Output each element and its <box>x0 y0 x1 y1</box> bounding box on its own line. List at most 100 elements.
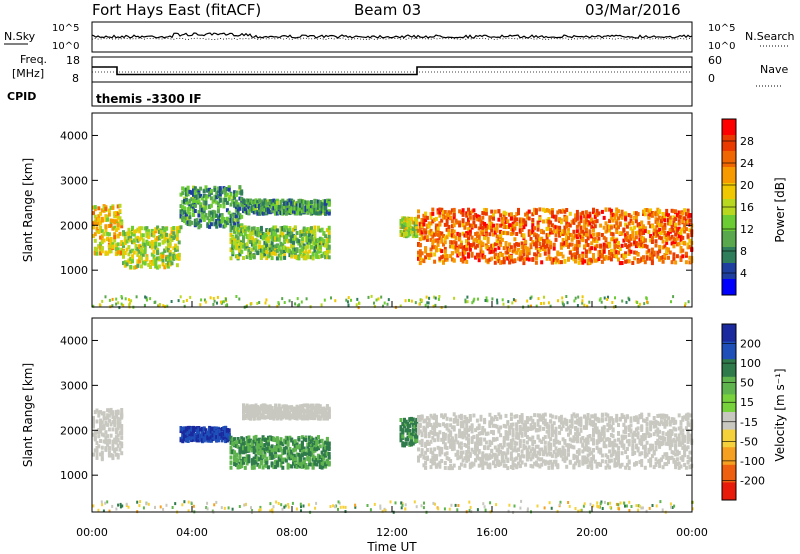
heatmap-cell <box>499 213 503 218</box>
heatmap-cell <box>220 427 224 431</box>
heatmap-cell <box>209 196 213 201</box>
colorbar-segment <box>722 231 736 248</box>
ground-scatter-cell <box>115 302 118 306</box>
heatmap-cell <box>136 263 140 268</box>
heatmap-cell <box>111 410 115 415</box>
heatmap-cell <box>313 210 317 215</box>
heatmap-cell <box>543 248 547 253</box>
heatmap-cell <box>431 239 435 244</box>
ground-scatter-cell <box>222 300 225 304</box>
heatmap-cell <box>317 204 320 208</box>
heatmap-cell <box>640 242 644 247</box>
heatmap-cell <box>99 251 103 256</box>
ground-scatter-cell <box>438 295 441 298</box>
heatmap-cell <box>279 227 283 232</box>
heatmap-cell <box>499 237 503 242</box>
heatmap-cell <box>199 427 203 432</box>
heatmap-cell <box>243 225 247 230</box>
heatmap-cell <box>292 201 295 206</box>
heatmap-cell <box>668 222 672 226</box>
heatmap-cell <box>152 249 156 254</box>
heatmap-cell <box>484 245 488 250</box>
heatmap-cell <box>231 243 235 248</box>
heatmap-cell <box>513 219 517 224</box>
heatmap-cell <box>140 247 143 252</box>
heatmap-cell <box>652 228 656 233</box>
ground-scatter-cell <box>146 298 148 302</box>
heatmap-cell <box>561 254 565 259</box>
heatmap-cell <box>175 253 179 258</box>
heatmap-cell <box>186 427 190 432</box>
heatmap-cell <box>597 211 601 216</box>
heatmap-cell <box>620 261 624 265</box>
heatmap-cell <box>243 405 247 410</box>
heatmap-cell <box>550 230 554 235</box>
noise-right-tick-top: 10^5 <box>708 23 735 34</box>
heatmap-cell <box>95 217 99 222</box>
heatmap-cell <box>293 454 297 459</box>
heatmap-cell <box>293 205 297 210</box>
heatmap-cell <box>490 249 494 254</box>
heatmap-cell <box>265 460 269 465</box>
heatmap-cell <box>661 217 665 221</box>
heatmap-cell <box>595 258 599 263</box>
heatmap-cell <box>309 439 313 444</box>
heatmap-cell <box>242 226 245 231</box>
heatmap-cell <box>575 229 579 234</box>
heatmap-cell <box>222 426 226 431</box>
heatmap-cell <box>268 249 272 254</box>
heatmap-cell <box>300 435 304 440</box>
heatmap-cell <box>415 226 419 231</box>
heatmap-cell <box>554 256 558 261</box>
heatmap-cell <box>595 232 599 237</box>
heatmap-cell <box>281 442 285 447</box>
heatmap-cell <box>111 412 115 417</box>
heatmap-cell <box>445 216 449 221</box>
heatmap-cell <box>267 251 270 256</box>
heatmap-cell <box>107 438 111 443</box>
heatmap-cell <box>240 464 244 469</box>
heatmap-cell <box>552 246 556 251</box>
heatmap-cell <box>309 255 313 260</box>
heatmap-cell <box>254 460 258 465</box>
heatmap-cell <box>306 251 310 256</box>
heatmap-cell <box>240 214 244 219</box>
heatmap-cell <box>479 240 483 245</box>
heatmap-cell <box>163 248 167 253</box>
heatmap-cell <box>433 245 437 250</box>
heatmap-cell <box>111 205 115 210</box>
heatmap-cell <box>499 260 503 265</box>
heatmap-cell <box>267 199 270 204</box>
heatmap-cell <box>249 405 253 409</box>
heatmap-cell <box>218 223 222 228</box>
heatmap-cell <box>104 228 108 233</box>
heatmap-cell <box>500 219 504 224</box>
heatmap-cell <box>272 448 276 453</box>
heatmap-cell <box>579 219 583 224</box>
heatmap-cell <box>454 241 458 246</box>
heatmap-cell <box>325 460 329 465</box>
heatmap-cell <box>313 229 317 234</box>
heatmap-cell <box>306 413 310 418</box>
ground-scatter-cell <box>611 301 614 304</box>
ground-scatter-cell <box>511 301 514 305</box>
heatmap-cell <box>141 233 145 238</box>
heatmap-cell <box>275 409 279 414</box>
heatmap-cell <box>322 461 326 466</box>
heatmap-cell <box>467 227 470 232</box>
heatmap-cell <box>293 201 297 206</box>
heatmap-cell <box>286 231 290 236</box>
heatmap-cell <box>231 219 235 224</box>
heatmap-cell <box>583 220 587 225</box>
heatmap-cell <box>157 236 161 241</box>
heatmap-cell <box>134 236 138 241</box>
heatmap-cell <box>206 194 210 199</box>
heatmap-cell <box>229 202 233 207</box>
heatmap-cell <box>122 231 125 236</box>
ground-scatter-cell <box>530 304 532 308</box>
ground-scatter-cell <box>477 297 479 301</box>
heatmap-cell <box>547 217 551 221</box>
heatmap-cell <box>495 225 499 230</box>
heatmap-cell <box>499 229 503 234</box>
heatmap-cell <box>672 218 676 222</box>
